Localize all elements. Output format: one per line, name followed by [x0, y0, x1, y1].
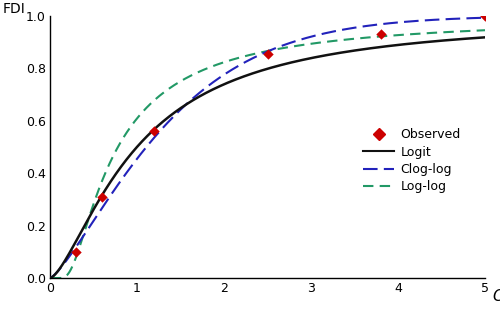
Point	[72, 249, 80, 254]
Point	[98, 194, 106, 199]
Point	[150, 129, 158, 134]
Legend: Observed, Logit, Clog-log, Log-log: Observed, Logit, Clog-log, Log-log	[358, 123, 466, 198]
Point	[376, 32, 384, 37]
X-axis label: C: C	[492, 289, 500, 304]
Point	[264, 51, 272, 56]
Y-axis label: FDI: FDI	[3, 2, 26, 16]
Point	[481, 13, 489, 18]
